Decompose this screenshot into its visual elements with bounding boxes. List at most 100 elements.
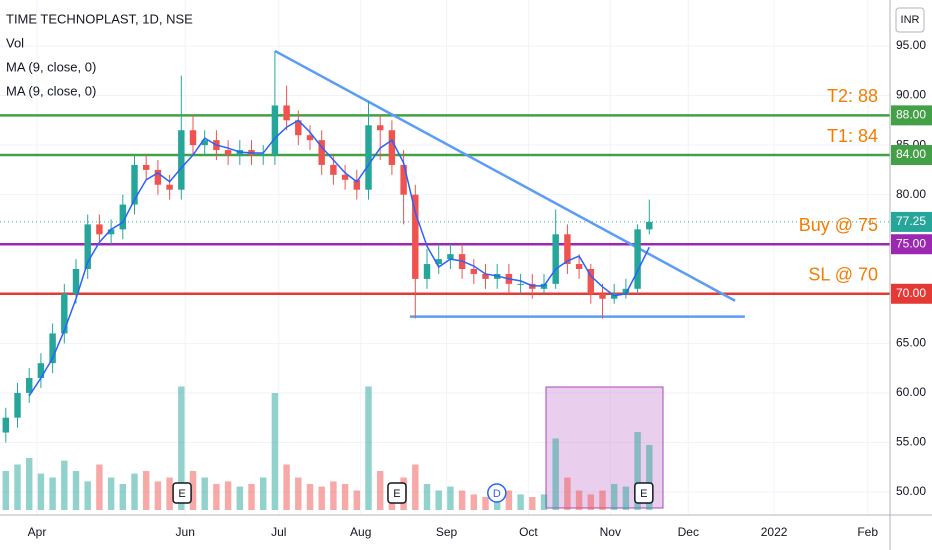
volume-bar — [61, 460, 68, 510]
event-label: E — [393, 488, 400, 500]
volume-bar — [318, 486, 325, 510]
candle-body — [283, 105, 290, 121]
x-tick-label: Nov — [600, 525, 621, 539]
candle-body — [224, 150, 232, 156]
candle-body — [25, 378, 33, 393]
x-tick-label: Feb — [857, 525, 878, 539]
volume-bar — [529, 497, 536, 510]
volume-bar — [37, 473, 45, 510]
candle-body — [107, 229, 115, 235]
ma-line — [28, 119, 650, 397]
event-marker — [387, 482, 407, 504]
volume-bar — [482, 497, 489, 510]
y-tick-label: 60.00 — [896, 385, 926, 399]
event-marker — [172, 482, 192, 504]
candle-body — [599, 293, 606, 299]
y-tick-label: 50.00 — [896, 484, 926, 498]
candle-body — [622, 288, 630, 294]
volume-bar — [49, 477, 56, 510]
candle-body — [166, 184, 173, 190]
candle-body — [388, 130, 396, 165]
candle-body — [2, 417, 10, 433]
volume-bar — [178, 386, 185, 510]
x-tick-label: Jun — [176, 525, 195, 539]
candle-body — [37, 363, 45, 379]
volume-bar — [119, 484, 127, 510]
volume-bar — [295, 477, 302, 510]
volume-bar — [646, 445, 653, 510]
volume-bar — [189, 471, 197, 510]
event-label: E — [640, 488, 647, 500]
x-tick-label: Aug — [350, 525, 371, 539]
volume-bar — [634, 432, 641, 510]
volume-bar — [540, 494, 548, 510]
volume-bar — [353, 490, 361, 510]
candle-body — [470, 268, 478, 274]
event-label: E — [178, 488, 185, 500]
volume-bar — [2, 471, 10, 510]
candle-body — [517, 283, 524, 285]
volume-bar — [72, 471, 80, 510]
level-label: Buy @ 75 — [799, 215, 878, 235]
currency-label[interactable]: INR — [901, 14, 920, 26]
volume-bar — [96, 464, 103, 510]
volume-bar — [517, 494, 524, 510]
candle-body — [412, 194, 419, 279]
volume-bar — [365, 386, 372, 510]
volume-bar — [447, 486, 454, 510]
volume-bar — [622, 486, 630, 510]
x-tick-label: Sep — [436, 525, 458, 539]
volume-bar — [470, 494, 478, 510]
candle-body — [61, 293, 68, 334]
volume-bar — [599, 490, 606, 510]
last-price-badge — [891, 211, 932, 232]
volume-bar — [552, 438, 559, 510]
level-badge-label: 75.00 — [896, 236, 926, 250]
chart-title: TIME TECHNOPLAST, 1D, NSE — [6, 11, 193, 26]
legend-entry: MA (9, close, 0) — [6, 59, 96, 74]
level-badge-label: 84.00 — [896, 147, 926, 161]
volume-bar — [306, 484, 314, 510]
level-badge-label: 88.00 — [896, 108, 926, 122]
x-tick-label: Dec — [678, 525, 699, 539]
legend-entry: MA (9, close, 0) — [6, 83, 96, 98]
candle-body — [353, 179, 361, 190]
level-label: SL @ 70 — [808, 265, 878, 285]
candle-body — [295, 120, 302, 136]
candle-body — [447, 254, 454, 260]
candle-body — [376, 125, 384, 131]
volume-bar — [412, 464, 419, 510]
volume-bar — [166, 477, 173, 510]
volume-bar — [142, 471, 150, 510]
candle-body — [72, 268, 80, 294]
volume-bar — [610, 484, 618, 510]
x-tick-label: Oct — [519, 525, 538, 539]
candle-body — [435, 259, 442, 265]
volume-bar — [564, 477, 571, 510]
candle-body — [189, 130, 197, 146]
currency-button[interactable] — [895, 7, 925, 33]
x-tick-label: 2022 — [761, 525, 788, 539]
volume-bar — [224, 481, 232, 510]
candle-body — [96, 224, 103, 235]
y-tick-label: 90.00 — [896, 88, 926, 102]
volume-bar — [259, 477, 267, 510]
volume-bar — [575, 490, 583, 510]
volume-bar — [107, 477, 115, 510]
candle-body — [646, 221, 653, 230]
candle-body — [482, 273, 489, 279]
volume-bar — [435, 490, 442, 510]
volume-bar — [14, 464, 21, 510]
level-badge — [891, 234, 932, 255]
x-tick-label: Jul — [271, 525, 286, 539]
candle-body — [154, 169, 162, 185]
candle-body — [365, 125, 372, 190]
x-tick-label: Apr — [28, 525, 47, 539]
candle-body — [564, 234, 571, 265]
volume-bar — [25, 458, 33, 510]
candle-body — [575, 264, 583, 269]
level-badge-label: 70.00 — [896, 286, 926, 300]
volume-bar — [131, 473, 138, 510]
